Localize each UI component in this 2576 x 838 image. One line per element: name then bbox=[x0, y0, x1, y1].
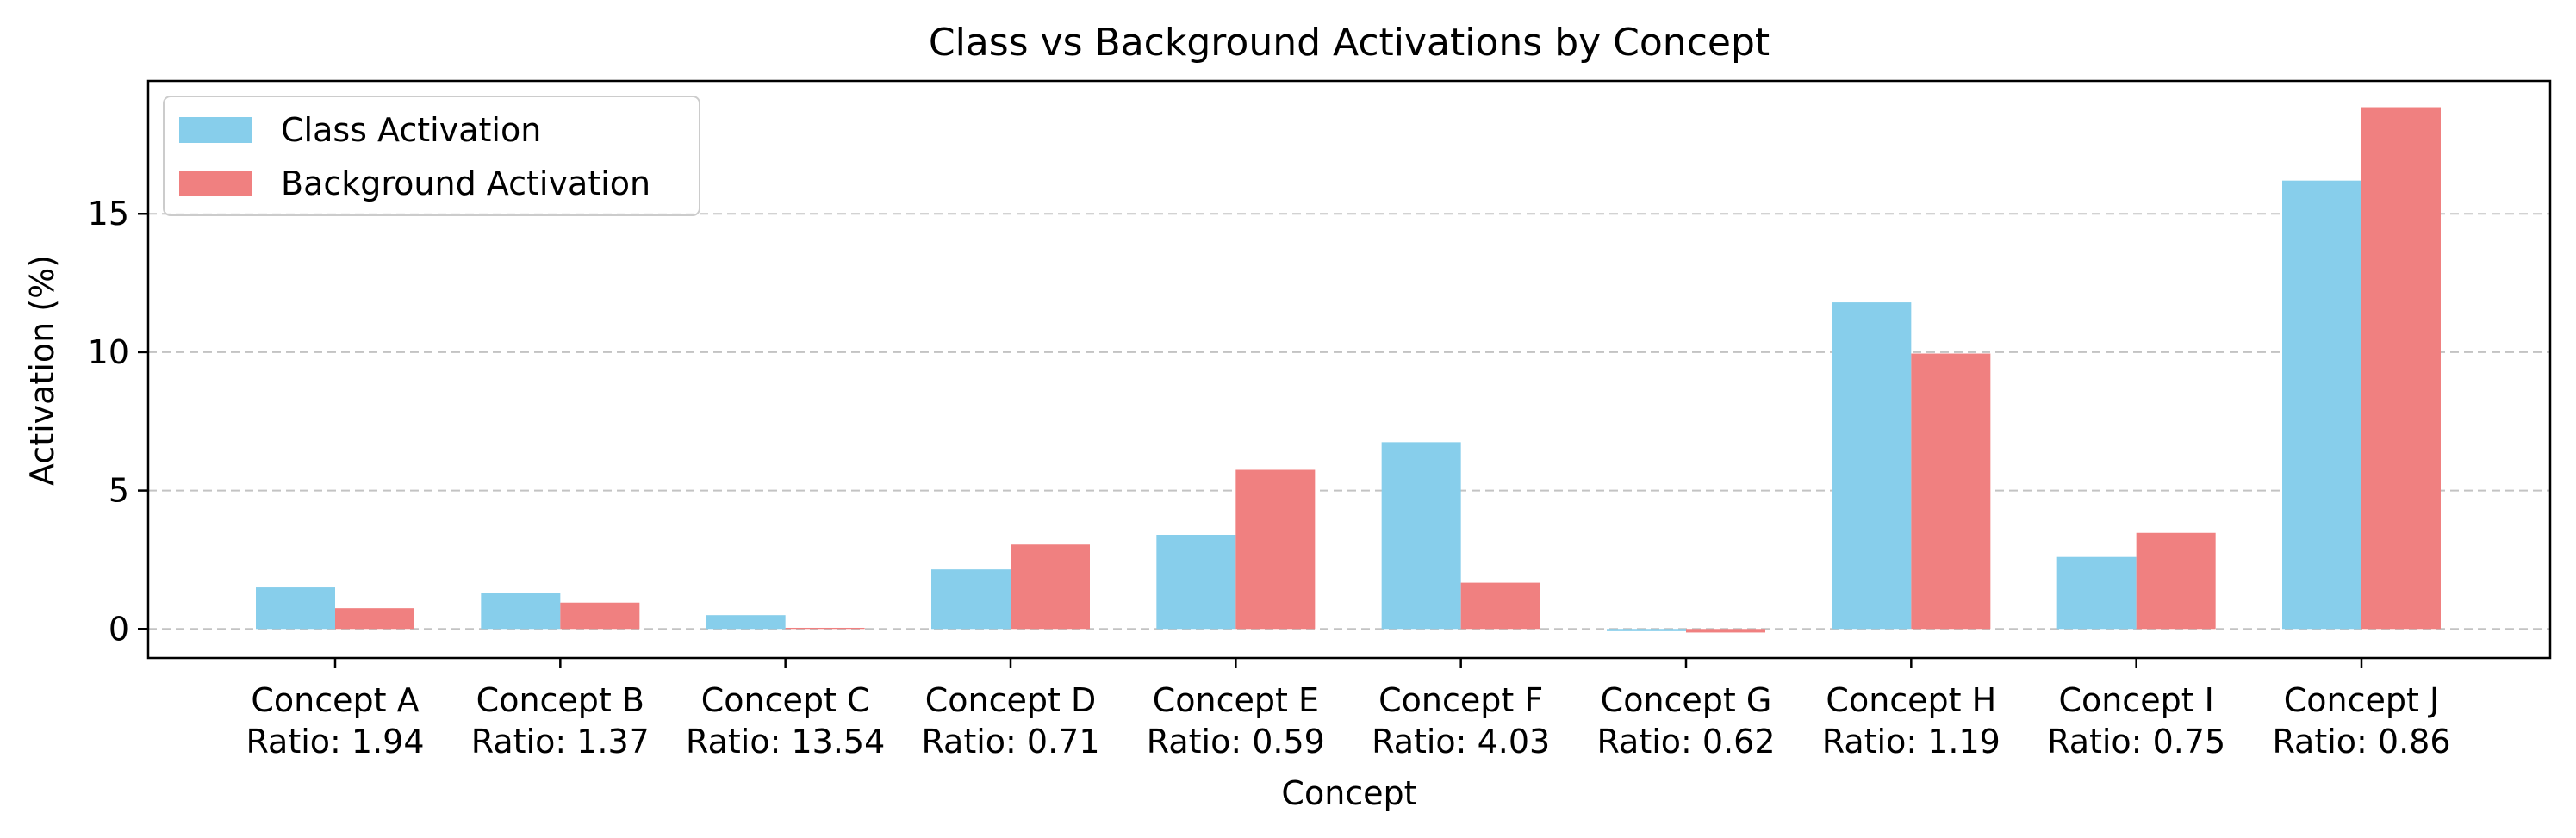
class-activation-bar bbox=[1156, 535, 1236, 630]
x-tick-ratio-label: Ratio: 1.94 bbox=[246, 723, 424, 760]
x-tick-label: Concept C bbox=[701, 681, 870, 719]
x-tick-ratio-label: Ratio: 13.54 bbox=[686, 723, 885, 760]
class-activation-bar bbox=[1832, 302, 1912, 630]
x-tick-ratio-label: Ratio: 4.03 bbox=[1372, 723, 1550, 760]
class-activation-bar bbox=[1607, 629, 1686, 631]
x-tick-ratio-label: Ratio: 1.37 bbox=[471, 723, 650, 760]
legend-label-class-activation: Class Activation bbox=[281, 111, 541, 149]
x-tick-ratio-label: Ratio: 0.86 bbox=[2272, 723, 2450, 760]
y-axis-label: Activation (%) bbox=[23, 255, 61, 486]
class-activation-bar bbox=[931, 569, 1011, 630]
legend-swatch-class-activation bbox=[179, 117, 252, 143]
x-tick-label: Concept I bbox=[2058, 681, 2213, 719]
y-tick-label: 5 bbox=[109, 472, 129, 510]
x-tick-label: Concept J bbox=[2284, 681, 2439, 719]
chart-title: Class vs Background Activations by Conce… bbox=[929, 21, 1770, 65]
background-activation-bar bbox=[335, 608, 414, 630]
y-tick-label: 0 bbox=[109, 610, 129, 648]
background-activation-bar bbox=[1235, 469, 1316, 630]
bars bbox=[256, 107, 2441, 633]
class-activation-bar bbox=[2056, 556, 2137, 630]
x-tick-ratio-label: Ratio: 0.71 bbox=[921, 723, 1099, 760]
x-axis-ticks: Concept A Ratio: 1.94 Concept B Ratio: 1.37… bbox=[246, 658, 2451, 760]
y-tick-label: 15 bbox=[88, 195, 129, 233]
background-activation-bar bbox=[1911, 353, 1991, 630]
legend: Class Activation Background Activation bbox=[163, 96, 700, 216]
legend-box bbox=[163, 96, 700, 216]
class-activation-bar bbox=[1381, 442, 1461, 630]
background-activation-bar bbox=[1686, 629, 1765, 633]
background-activation-bar bbox=[1460, 582, 1540, 630]
x-tick-label: Concept G bbox=[1601, 681, 1772, 719]
x-tick-label: Concept F bbox=[1378, 681, 1543, 719]
legend-swatch-background-activation bbox=[179, 171, 252, 196]
x-tick-label: Concept B bbox=[476, 681, 644, 719]
class-activation-bar bbox=[481, 593, 561, 630]
background-activation-bar bbox=[2361, 107, 2441, 630]
y-axis-ticks: 0 5 10 15 bbox=[88, 195, 148, 648]
y-tick-label: 10 bbox=[88, 333, 129, 371]
x-tick-label: Concept D bbox=[925, 681, 1097, 719]
x-tick-ratio-label: Ratio: 0.59 bbox=[1147, 723, 1325, 760]
legend-label-background-activation: Background Activation bbox=[281, 164, 650, 202]
x-tick-ratio-label: Ratio: 0.62 bbox=[1596, 723, 1775, 760]
x-tick-ratio-label: Ratio: 0.75 bbox=[2047, 723, 2225, 760]
background-activation-bar bbox=[560, 602, 640, 630]
x-tick-label: Concept A bbox=[251, 681, 419, 719]
x-tick-label: Concept E bbox=[1153, 681, 1319, 719]
class-activation-bar bbox=[706, 615, 786, 630]
background-activation-bar bbox=[785, 627, 865, 630]
class-activation-bar bbox=[256, 587, 335, 630]
background-activation-bar bbox=[2136, 532, 2216, 630]
x-axis-label: Concept bbox=[1281, 774, 1416, 812]
plot-frame bbox=[146, 79, 2552, 660]
background-activation-bar bbox=[1011, 544, 1090, 630]
x-tick-ratio-label: Ratio: 1.19 bbox=[1822, 723, 2000, 760]
x-tick-label: Concept H bbox=[1826, 681, 1996, 719]
class-activation-bar bbox=[2282, 180, 2361, 630]
